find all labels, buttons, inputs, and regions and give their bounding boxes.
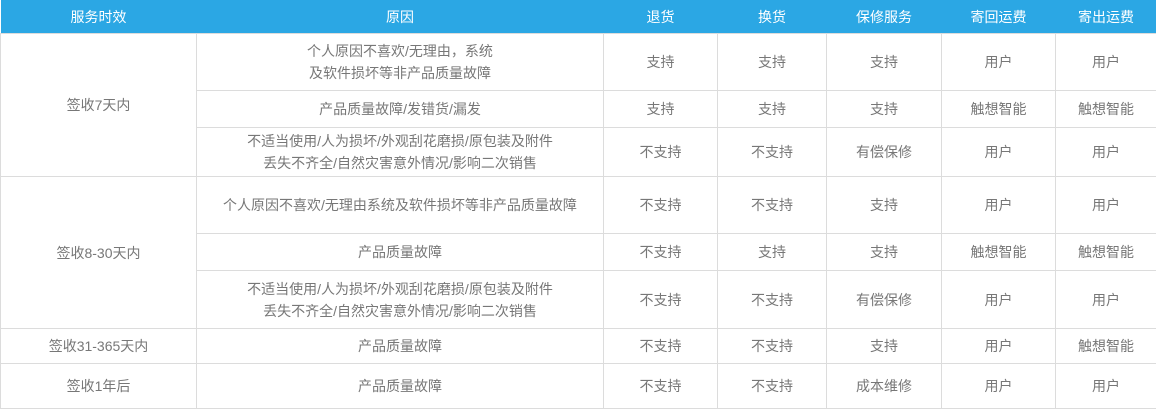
reason-line: 个人原因不喜欢/无理由，系统: [203, 40, 597, 62]
warranty-cell: 有偿保修: [827, 271, 942, 329]
return-cell: 不支持: [604, 364, 718, 409]
exchange-cell: 不支持: [718, 128, 827, 177]
table-body: 签收7天内个人原因不喜欢/无理由，系统及软件损坏等非产品质量故障支持支持支持用户…: [1, 34, 1156, 409]
exchange-cell: 支持: [718, 34, 827, 91]
service-period-cell: 签收31-365天内: [1, 329, 197, 364]
warranty-cell: 成本维修: [827, 364, 942, 409]
table-row: 签收1年后产品质量故障不支持不支持成本维修用户用户: [1, 364, 1156, 409]
return-cell: 支持: [604, 91, 718, 128]
service-period-cell: 签收1年后: [1, 364, 197, 409]
reason-line: 个人原因不喜欢/无理由系统及软件损坏等非产品质量故障: [203, 194, 597, 216]
reason-cell: 产品质量故障: [197, 364, 604, 409]
table-header: 服务时效 原因 退货 换货 保修服务 寄回运费 寄出运费: [1, 0, 1156, 34]
ship-out-fee-cell: 用户: [1056, 128, 1156, 177]
ship-out-fee-cell: 用户: [1056, 271, 1156, 329]
reason-cell: 个人原因不喜欢/无理由，系统及软件损坏等非产品质量故障: [197, 34, 604, 91]
ship-out-fee-cell: 触想智能: [1056, 91, 1156, 128]
reason-line: 产品质量故障/发错货/漏发: [203, 98, 597, 120]
exchange-cell: 不支持: [718, 364, 827, 409]
column-header-ship-out-fee: 寄出运费: [1056, 0, 1156, 34]
ship-back-fee-cell: 用户: [942, 271, 1056, 329]
column-header-reason: 原因: [197, 0, 604, 34]
column-header-return: 退货: [604, 0, 718, 34]
reason-cell: 个人原因不喜欢/无理由系统及软件损坏等非产品质量故障: [197, 177, 604, 234]
table-row: 签收8-30天内个人原因不喜欢/无理由系统及软件损坏等非产品质量故障不支持不支持…: [1, 177, 1156, 234]
ship-back-fee-cell: 触想智能: [942, 234, 1056, 271]
ship-out-fee-cell: 触想智能: [1056, 234, 1156, 271]
exchange-cell: 不支持: [718, 271, 827, 329]
table-row: 签收31-365天内产品质量故障不支持不支持支持用户触想智能: [1, 329, 1156, 364]
ship-back-fee-cell: 用户: [942, 128, 1056, 177]
reason-line: 丢失不齐全/自然灾害意外情况/影响二次销售: [203, 300, 597, 322]
return-cell: 不支持: [604, 271, 718, 329]
warranty-cell: 支持: [827, 329, 942, 364]
reason-line: 产品质量故障: [203, 335, 597, 357]
exchange-cell: 支持: [718, 234, 827, 271]
column-header-exchange: 换货: [718, 0, 827, 34]
ship-back-fee-cell: 触想智能: [942, 91, 1056, 128]
return-cell: 不支持: [604, 128, 718, 177]
ship-out-fee-cell: 触想智能: [1056, 329, 1156, 364]
ship-back-fee-cell: 用户: [942, 329, 1056, 364]
warranty-cell: 支持: [827, 177, 942, 234]
exchange-cell: 不支持: [718, 329, 827, 364]
reason-cell: 产品质量故障: [197, 234, 604, 271]
column-header-warranty: 保修服务: [827, 0, 942, 34]
return-cell: 不支持: [604, 234, 718, 271]
ship-back-fee-cell: 用户: [942, 177, 1056, 234]
header-row: 服务时效 原因 退货 换货 保修服务 寄回运费 寄出运费: [1, 0, 1156, 34]
return-cell: 支持: [604, 34, 718, 91]
warranty-cell: 支持: [827, 234, 942, 271]
table-row: 签收7天内个人原因不喜欢/无理由，系统及软件损坏等非产品质量故障支持支持支持用户…: [1, 34, 1156, 91]
reason-line: 产品质量故障: [203, 241, 597, 263]
return-cell: 不支持: [604, 329, 718, 364]
service-period-cell: 签收8-30天内: [1, 177, 197, 329]
return-cell: 不支持: [604, 177, 718, 234]
warranty-cell: 有偿保修: [827, 128, 942, 177]
exchange-cell: 支持: [718, 91, 827, 128]
column-header-service-period: 服务时效: [1, 0, 197, 34]
reason-cell: 不适当使用/人为损坏/外观刮花磨损/原包装及附件丢失不齐全/自然灾害意外情况/影…: [197, 271, 604, 329]
exchange-cell: 不支持: [718, 177, 827, 234]
reason-cell: 不适当使用/人为损坏/外观刮花磨损/原包装及附件丢失不齐全/自然灾害意外情况/影…: [197, 128, 604, 177]
reason-line: 不适当使用/人为损坏/外观刮花磨损/原包装及附件: [203, 278, 597, 300]
ship-out-fee-cell: 用户: [1056, 177, 1156, 234]
ship-back-fee-cell: 用户: [942, 34, 1056, 91]
warranty-cell: 支持: [827, 34, 942, 91]
reason-line: 丢失不齐全/自然灾害意外情况/影响二次销售: [203, 152, 597, 174]
ship-out-fee-cell: 用户: [1056, 34, 1156, 91]
ship-back-fee-cell: 用户: [942, 364, 1056, 409]
reason-line: 产品质量故障: [203, 375, 597, 397]
reason-cell: 产品质量故障/发错货/漏发: [197, 91, 604, 128]
reason-line: 不适当使用/人为损坏/外观刮花磨损/原包装及附件: [203, 130, 597, 152]
column-header-ship-back-fee: 寄回运费: [942, 0, 1056, 34]
reason-cell: 产品质量故障: [197, 329, 604, 364]
reason-line: 及软件损坏等非产品质量故障: [203, 62, 597, 84]
warranty-cell: 支持: [827, 91, 942, 128]
service-period-cell: 签收7天内: [1, 34, 197, 177]
ship-out-fee-cell: 用户: [1056, 364, 1156, 409]
